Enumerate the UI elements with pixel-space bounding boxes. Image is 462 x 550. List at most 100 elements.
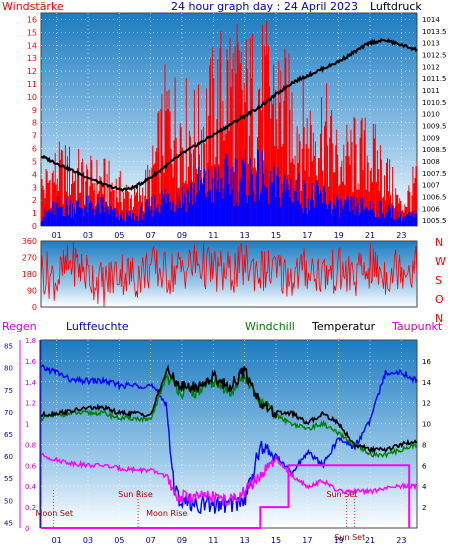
hour-tick-label: 21: [365, 536, 375, 545]
hour-tick-label: 07: [146, 536, 156, 545]
rain-tick-label: 0.8: [25, 441, 36, 449]
panel3-ticks: 2 4 6 8 10 12 14 16 0 0.2 0.4 0.6 0.8 1 1.2 1.4 1.6 1.8 45…: [4, 337, 431, 545]
event-label: Sun Set: [327, 490, 358, 499]
wind-tick-label: 12: [27, 67, 37, 76]
wind-axis-label: Windstärke: [2, 0, 64, 13]
panel2-series: [40, 240, 418, 308]
hour-tick-label: 23: [396, 536, 406, 545]
hour-tick-label: 17: [302, 231, 312, 240]
wind-tick-label: 15: [27, 28, 37, 37]
temp-tick-label: 4: [422, 483, 427, 491]
rain-tick-label: 1.6: [25, 358, 37, 366]
wind-tick-label: 8: [32, 119, 37, 128]
humidity-tick-label: 70: [4, 409, 13, 417]
wind-tick-label: 9: [32, 106, 37, 115]
rain-tick-label: 1.2: [25, 400, 36, 408]
hour-tick-label: 17: [302, 536, 312, 545]
pressure-tick-label: 1006.5: [422, 193, 447, 201]
compass-letter: N: [435, 236, 443, 249]
temp-tick-label: 12: [422, 400, 431, 408]
humidity-tick-label: 65: [4, 431, 13, 439]
hour-tick-label: 01: [52, 231, 62, 240]
pressure-tick-label: 1006: [422, 205, 440, 213]
hour-tick-label: 09: [177, 231, 187, 240]
direction-tick-label: 90: [27, 287, 37, 296]
humidity-tick-label: 75: [4, 387, 13, 395]
hour-tick-label: 03: [83, 231, 93, 240]
wind-tick-label: 16: [27, 15, 37, 24]
direction-tick-label: 0: [32, 303, 37, 312]
temp-tick-label: 6: [422, 462, 427, 470]
rain-series: [41, 464, 411, 529]
hour-tick-label: 03: [83, 536, 93, 545]
event-label: Sun Set: [334, 533, 365, 542]
wind-tick-label: 7: [32, 132, 37, 141]
compass-letter: N: [435, 312, 443, 325]
pressure-tick-label: 1010: [422, 111, 440, 119]
pressure-tick-label: 1011: [422, 87, 440, 95]
temperature-series: [40, 364, 418, 455]
humidity-tick-label: 60: [4, 453, 13, 461]
hour-tick-label: 15: [271, 231, 281, 240]
pressure-tick-label: 1008.5: [422, 146, 447, 154]
label-taupunkt: Taupunkt: [391, 320, 443, 333]
pressure-tick-label: 1013.5: [422, 28, 447, 36]
wind-tick-label: 10: [27, 93, 37, 102]
temp-tick-label: 14: [422, 379, 431, 387]
rain-tick-label: 0.4: [25, 483, 37, 491]
humidity-series: [41, 363, 418, 515]
direction-tick-label: 360: [22, 237, 37, 246]
wind-tick-label: 1: [32, 209, 37, 218]
hour-tick-label: 11: [208, 536, 218, 545]
temp-tick-label: 2: [422, 504, 426, 512]
humidity-tick-label: 80: [4, 365, 13, 373]
hour-tick-label: 05: [114, 231, 124, 240]
hour-tick-label: 19: [334, 231, 344, 240]
rain-tick-label: 1.4: [25, 379, 37, 387]
hour-tick-label: 07: [146, 231, 156, 240]
pressure-tick-label: 1008: [422, 158, 440, 166]
dewpoint-series: [40, 452, 418, 506]
wind-direction-series: [40, 240, 418, 308]
rain-tick-label: 0.2: [25, 504, 36, 512]
compass-letter: W: [435, 255, 446, 268]
compass-letter: O: [435, 293, 444, 306]
hour-tick-label: 21: [365, 231, 375, 240]
humidity-tick-label: 45: [4, 519, 13, 527]
hour-tick-label: 19: [334, 536, 344, 545]
pressure-tick-label: 1014: [422, 16, 440, 24]
rain-tick-label: 0.6: [25, 462, 37, 470]
pressure-tick-label: 1013: [422, 40, 440, 48]
hour-tick-label: 05: [114, 536, 124, 545]
label-windchill: Windchill: [245, 320, 295, 333]
graph-title: 24 hour graph day : 24 April 2023: [171, 0, 358, 13]
wind-tick-label: 11: [27, 80, 37, 89]
pressure-tick-label: 1007: [422, 182, 440, 190]
label-temperatur: Temperatur: [311, 320, 376, 333]
wind-tick-label: 4: [32, 170, 37, 179]
rain-tick-label: 1: [25, 421, 29, 429]
event-label: Moon Set: [36, 509, 73, 518]
temp-tick-label: 8: [422, 441, 426, 449]
hour-tick-label: 01: [52, 536, 62, 545]
hour-tick-label: 15: [271, 536, 281, 545]
wind-tick-label: 2: [32, 196, 37, 205]
event-label: Sun Rise: [118, 490, 153, 499]
hour-tick-label: 23: [396, 231, 406, 240]
hour-tick-label: 11: [208, 231, 218, 240]
wind-tick-label: 3: [32, 183, 37, 192]
compass-letter: S: [435, 274, 442, 287]
panel1-series: [40, 21, 418, 226]
temp-tick-label: 16: [422, 358, 431, 366]
pressure-tick-label: 1009.5: [422, 122, 447, 130]
wind-tick-label: 5: [32, 157, 37, 166]
direction-tick-label: 180: [22, 270, 37, 279]
wind-tick-label: 6: [32, 145, 37, 154]
pressure-tick-label: 1012: [422, 63, 440, 71]
humidity-tick-label: 55: [4, 475, 13, 483]
hour-tick-label: 13: [240, 231, 250, 240]
hour-tick-label: 09: [177, 536, 187, 545]
event-label: Moon Rise: [146, 509, 187, 518]
